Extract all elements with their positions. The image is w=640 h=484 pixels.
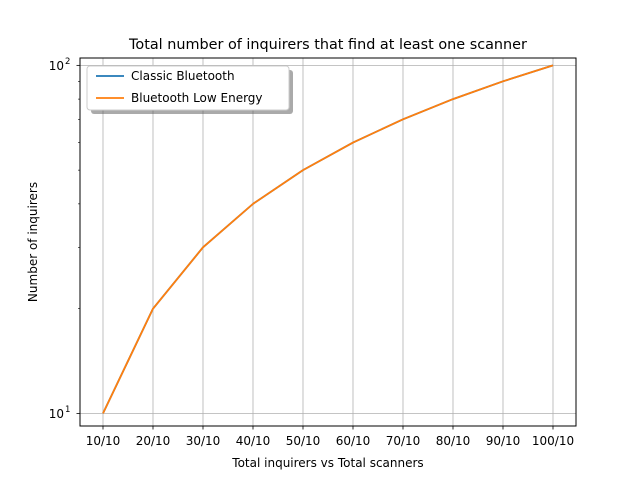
y-tick-label-exponent: 2	[65, 57, 70, 67]
y-tick-label: 10	[49, 59, 64, 73]
x-tick-label: 60/10	[336, 434, 371, 448]
y-tick-label-exponent: 1	[65, 405, 70, 415]
x-tick-label: 70/10	[386, 434, 421, 448]
x-tick-label: 80/10	[436, 434, 471, 448]
legend-box	[86, 65, 290, 111]
y-tick-label: 10	[49, 407, 64, 421]
x-tick-label: 30/10	[186, 434, 221, 448]
x-tick-label: 40/10	[236, 434, 271, 448]
axes-frame	[79, 57, 577, 427]
series-line-bluetooth-low-energy	[102, 64, 554, 414]
x-tick-label: 50/10	[286, 434, 321, 448]
legend-label-bluetooth-low-energy: Bluetooth Low Energy	[131, 91, 263, 105]
series-line-classic-bluetooth	[102, 64, 554, 414]
y-axis-label: Number of inquirers	[26, 182, 40, 302]
x-tick-label: 90/10	[486, 434, 521, 448]
grid	[80, 58, 576, 426]
x-axis-label: Total inquirers vs Total scanners	[231, 456, 423, 470]
x-tick-label: 10/10	[86, 434, 121, 448]
legend-label-classic-bluetooth: Classic Bluetooth	[131, 69, 235, 83]
chart-title: Total number of inquirers that find at l…	[128, 37, 527, 53]
x-tick-label: 20/10	[136, 434, 171, 448]
axis-ticks: 10/10 20/10 30/10 40/10 50/10 60/10 70/10 80/10…	[49, 57, 574, 448]
x-tick-label: 100/10	[532, 434, 574, 448]
legend: Classic Bluetooth Bluetooth Low Energy	[86, 65, 293, 114]
series-lines	[102, 64, 554, 414]
